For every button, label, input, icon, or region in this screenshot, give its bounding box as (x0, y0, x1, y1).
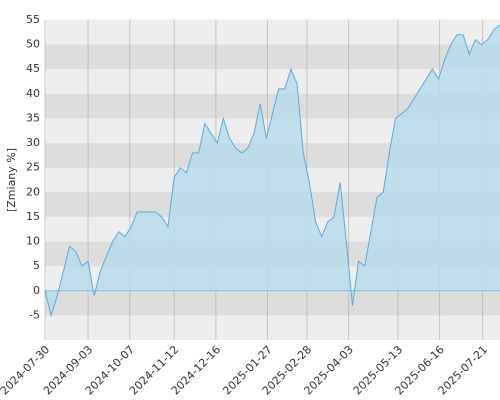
y-tick-label: 35 (26, 111, 40, 124)
grid-band (45, 290, 500, 316)
y-tick-label: -5 (29, 308, 40, 321)
y-tick-label: 0 (33, 284, 40, 297)
y-tick-label: 40 (26, 87, 40, 100)
y-tick-label: 55 (26, 13, 40, 26)
y-tick-label: 25 (26, 161, 40, 174)
y-tick-label: 45 (26, 62, 40, 75)
area (45, 24, 500, 316)
y-tick-label: 50 (26, 38, 40, 51)
grid-band (45, 315, 500, 340)
grid-band (45, 20, 500, 45)
y-tick-label: 5 (33, 259, 40, 272)
y-tick-label: 15 (26, 210, 40, 223)
y-tick-label: 30 (26, 136, 40, 149)
y-tick-label: 10 (26, 235, 40, 248)
y-tick-label: 20 (26, 185, 40, 198)
line (44, 24, 500, 318)
y-axis-label: [Zmiany %] (5, 148, 18, 212)
grid-band (45, 44, 500, 70)
